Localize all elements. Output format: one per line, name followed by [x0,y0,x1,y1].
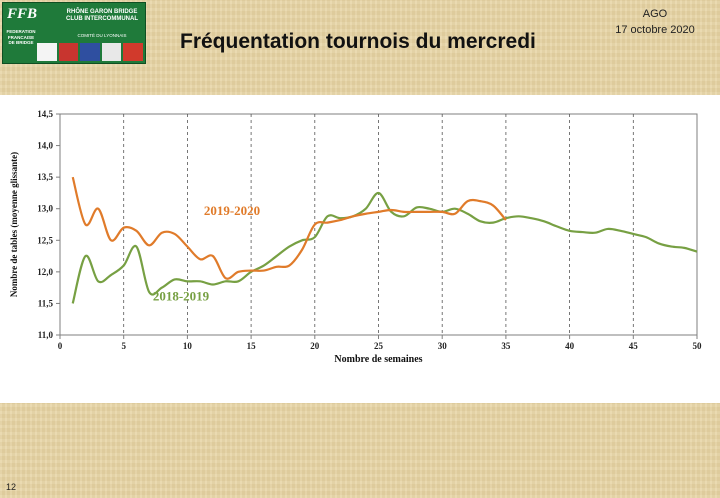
x-tick-label: 25 [374,341,384,351]
x-tick-label: 20 [310,341,320,351]
slide-title: Fréquentation tournois du mercredi [180,30,536,53]
x-tick-label: 35 [501,341,511,351]
club-logo: FFB FEDERATION FRANCAISE DE BRIDGE RHÔNE… [2,2,146,64]
x-tick-label: 30 [438,341,448,351]
meeting-label: AGO [642,8,668,20]
badge-5 [123,43,143,61]
ffb-logo-text: FFB [7,6,38,22]
footer-band [0,403,720,498]
committee-name: COMITÉ DU LYONNAIS [77,33,127,38]
x-tick-label: 5 [121,341,126,351]
meeting-date: 17 octobre 2020 [615,24,695,36]
x-tick-label: 50 [693,341,703,351]
page-number: 12 [6,482,17,492]
series-label-2019-2020: 2019-2020 [204,203,260,218]
x-axis-label: Nombre de semaines [334,354,422,365]
series-line-2018-2019 [71,191,698,304]
x-tick-label: 0 [58,341,63,351]
y-axis-label: Nombre de tables (moyenne glissante) [9,152,19,297]
y-tick-label: 14,5 [37,109,53,119]
club-name: RHÔNE GARON BRIDGE CLUB INTERCOMMUNAL [66,9,138,22]
x-tick-label: 15 [247,341,257,351]
x-tick-label: 40 [565,341,575,351]
series-label-2018-2019: 2018-2019 [153,288,210,303]
federation-text: FEDERATION FRANCAISE DE BRIDGE [6,29,36,45]
y-tick-label: 12,5 [37,235,53,245]
y-tick-label: 13,5 [37,172,53,182]
badge-4 [101,43,122,61]
sponsor-badges [37,43,143,61]
y-tick-label: 11,0 [38,330,54,340]
y-tick-label: 13,0 [37,204,53,214]
badge-2 [58,43,79,61]
x-tick-label: 45 [629,341,639,351]
y-tick-label: 14,0 [37,141,53,151]
badge-3 [80,43,100,61]
x-tick-label: 10 [183,341,193,351]
badge-1 [37,43,57,61]
series-line-2019-2020 [71,176,507,280]
y-tick-label: 12,0 [37,267,53,277]
line-chart: 11,0 11,5 12,0 12,5 13,0 13,5 14,0 14,5 0 5 10 15 20… [9,109,703,365]
y-tick-label: 11,5 [38,298,54,308]
